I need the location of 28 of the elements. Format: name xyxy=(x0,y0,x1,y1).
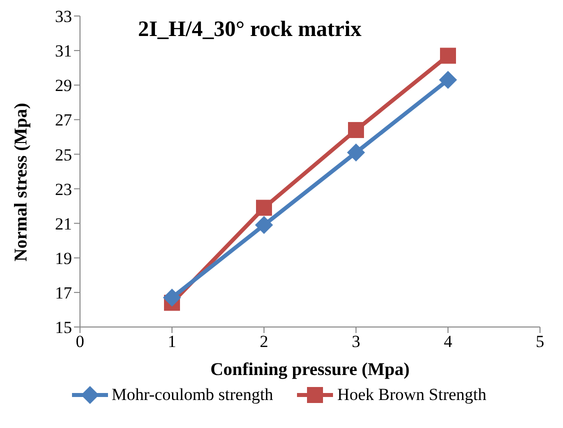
point xyxy=(347,143,365,162)
x-tick-label: 2 xyxy=(260,332,268,352)
point xyxy=(163,288,181,307)
point xyxy=(440,48,456,64)
y-tick-label: 31 xyxy=(55,42,72,61)
y-tick-label: 33 xyxy=(55,7,72,26)
x-tick-label: 5 xyxy=(536,332,544,352)
y-axis-title: Normal stress (Mpa) xyxy=(10,102,30,262)
y-tick-label: 17 xyxy=(55,283,72,302)
x-tick-label: 4 xyxy=(444,332,453,352)
legend-label: Hoek Brown Strength xyxy=(337,385,486,405)
point xyxy=(348,122,364,138)
point xyxy=(439,70,457,89)
chart-title: 2I_H/4_30° rock matrix xyxy=(138,16,362,42)
x-tick-label: 0 xyxy=(76,332,84,352)
y-tick-label: 25 xyxy=(55,145,72,164)
y-tick-label: 19 xyxy=(55,248,72,268)
x-axis-title: Confining pressure (Mpa) xyxy=(210,359,410,379)
x-tick-label: 3 xyxy=(352,332,360,352)
y-tick-label: 21 xyxy=(55,214,72,234)
legend-label: Mohr-coulomb strength xyxy=(112,385,274,405)
y-tick-label: 27 xyxy=(55,110,72,130)
point xyxy=(256,200,272,216)
y-tick-label: 15 xyxy=(55,318,72,338)
y-tick-label: 29 xyxy=(55,76,72,96)
point xyxy=(255,216,273,234)
x-tick-label: 1 xyxy=(168,332,176,352)
y-tick-label: 23 xyxy=(55,180,72,199)
